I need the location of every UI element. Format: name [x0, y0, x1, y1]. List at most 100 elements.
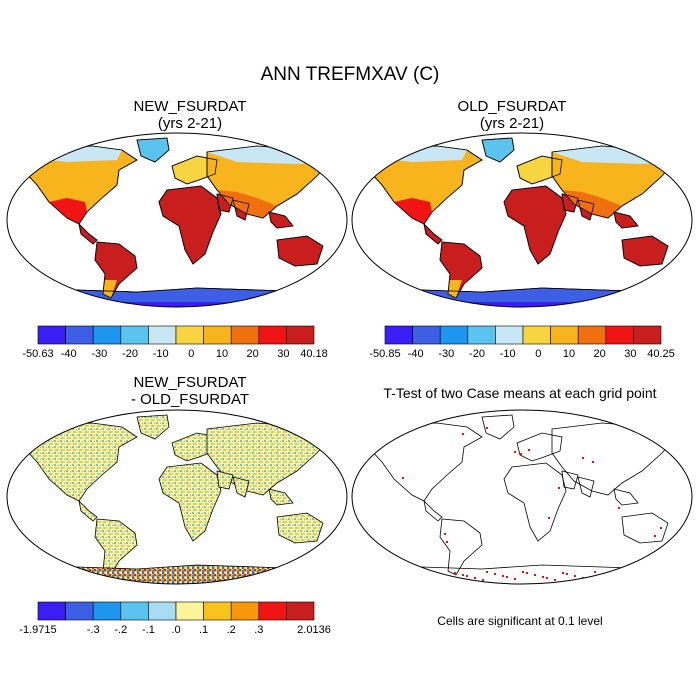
diff-land-seAsia — [268, 488, 294, 506]
significant-cell — [486, 427, 488, 429]
colorbar-label: .0 — [171, 624, 180, 636]
significant-cell — [622, 578, 624, 580]
colorbar-swatch — [286, 325, 315, 345]
significant-cell — [442, 578, 444, 580]
diff-land-europe — [171, 432, 218, 462]
map-new-fsurdat — [7, 137, 347, 307]
colorbar-swatch — [577, 325, 607, 345]
significant-cell — [506, 576, 508, 578]
colorbar-swatch — [175, 325, 204, 345]
panel-title-new-line2: (yrs 2-21) — [157, 115, 223, 132]
significant-cell — [514, 451, 516, 453]
significant-cell — [406, 578, 408, 580]
significant-cell — [562, 572, 564, 574]
colorbar-label: 2.0136 — [297, 624, 331, 636]
significant-cell — [446, 579, 448, 581]
significant-cell — [482, 579, 484, 581]
significant-cell — [382, 572, 384, 574]
significant-cell — [574, 575, 576, 577]
land-nz — [667, 267, 679, 279]
significant-cell — [402, 477, 404, 479]
patagonia — [103, 280, 117, 298]
significant-cell — [444, 533, 446, 535]
significance-note: Cells are significant at 0.1 level — [437, 614, 603, 628]
diff-land-arabia — [216, 470, 234, 490]
significant-cell — [554, 579, 556, 581]
significant-cell — [526, 572, 528, 574]
significant-cell — [534, 574, 536, 576]
map-old-fsurdat — [352, 137, 692, 307]
ttest-land-southAmerica — [439, 518, 483, 576]
colorbar-swatch — [230, 325, 260, 345]
significant-cell — [446, 541, 448, 543]
ttest-land-europe — [516, 432, 563, 462]
ttest-land-northAmerica — [369, 422, 483, 502]
map-old-border — [351, 132, 693, 308]
colorbar-new: -50.63 -40 -30 -20 -10 0 10 20 30 40.18 — [22, 325, 328, 360]
colorbar-swatch — [550, 325, 579, 345]
significant-cell — [522, 571, 524, 573]
colorbar-swatch — [439, 325, 469, 345]
panel-title-diff-line1: NEW_FSURDAT — [133, 374, 247, 391]
colorbar-label: .3 — [254, 624, 263, 636]
land-australia — [276, 235, 324, 267]
diff-land-greenland — [136, 414, 170, 440]
colorbar-swatch — [286, 601, 315, 621]
panel-title-ttest: T-Test of two Case means at each grid po… — [383, 385, 657, 401]
colorbar-label: -30 — [438, 348, 454, 360]
colorbar-label: .1 — [199, 624, 208, 636]
ttest-land-greenland — [481, 414, 515, 440]
ttest-land-asia — [551, 422, 675, 496]
colorbar-swatch — [203, 601, 232, 621]
antarctica-interior — [7, 302, 347, 307]
colorbar-label: -1.9715 — [19, 624, 56, 636]
ttest-land-arabia — [561, 470, 579, 490]
colorbar-label: -50.63 — [22, 348, 53, 360]
panel-title-new-line1: NEW_FSURDAT — [133, 98, 247, 115]
significant-cell — [558, 487, 560, 489]
colorbar-swatch — [148, 325, 177, 345]
ttest-land-seAsia — [613, 488, 639, 506]
colorbar-swatch — [65, 325, 94, 345]
significant-cell — [614, 576, 616, 578]
diff-land-india — [232, 476, 250, 498]
panel-title-old-line2: (yrs 2-21) — [479, 115, 545, 132]
significant-cell — [618, 507, 620, 509]
significant-cell — [548, 517, 550, 519]
ttest-land-australia — [621, 512, 669, 544]
significant-cell — [462, 574, 464, 576]
colorbar-label: 0 — [535, 348, 541, 360]
map-difference — [7, 414, 347, 584]
significant-cell — [586, 578, 588, 580]
significant-cell — [434, 576, 436, 578]
panel-title-old-line1: OLD_FSURDAT — [457, 98, 567, 115]
colorbar-swatch — [633, 325, 662, 345]
colorbar-label: 40.25 — [647, 348, 675, 360]
significant-cell — [402, 577, 404, 579]
significant-cell — [642, 574, 644, 576]
land-australia — [621, 235, 669, 267]
colorbar-label: -10 — [500, 348, 516, 360]
significant-cell — [366, 577, 368, 579]
diff-land-northAmerica — [24, 422, 138, 502]
land-greenland — [136, 137, 170, 163]
colorbar-label: 10 — [216, 348, 228, 360]
colorbar-swatch — [522, 325, 551, 345]
significant-cell — [474, 577, 476, 579]
colorbar-swatch — [467, 325, 496, 345]
colorbar-swatch — [258, 601, 287, 621]
patagonia — [448, 280, 462, 298]
colorbar-swatch — [92, 325, 122, 345]
diff-land-southAmerica — [94, 518, 138, 576]
colorbar-label: -20 — [122, 348, 138, 360]
colorbar-label: -50.85 — [369, 348, 400, 360]
diff-land-centralAm — [78, 499, 98, 522]
colorbar-swatch — [175, 601, 204, 621]
significant-cell — [674, 573, 676, 575]
map-difference-border — [6, 409, 348, 585]
colorbar-label: 20 — [247, 348, 259, 360]
panel-title-old: OLD_FSURDAT (yrs 2-21) — [362, 98, 662, 132]
colorbar-label: -20 — [469, 348, 485, 360]
ttest-land-india — [577, 476, 595, 498]
colorbar-swatch — [92, 601, 122, 621]
